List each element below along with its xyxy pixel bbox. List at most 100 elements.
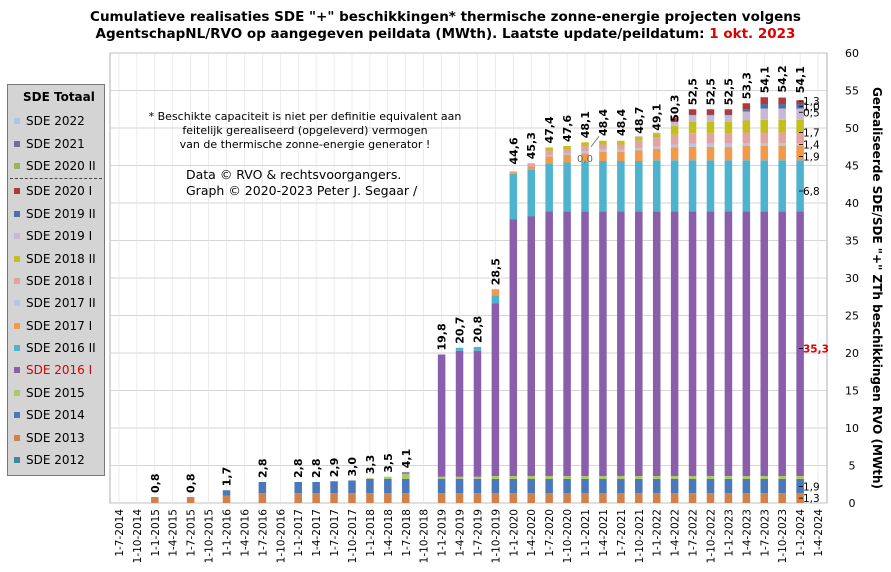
- segment-annotation-label: 35,3: [803, 344, 829, 356]
- bar-segment: [545, 156, 553, 164]
- bar-total-label: 1,7: [221, 467, 234, 487]
- x-tick-label: 1-4-2015: [168, 509, 180, 557]
- legend-item: SDE 2020 II: [8, 155, 104, 177]
- bar-segment: [401, 472, 410, 474]
- bar-segment: [760, 211, 769, 476]
- bar-segment: [473, 350, 482, 477]
- y-tick-label: 45: [845, 160, 859, 173]
- bar-segment: [509, 479, 518, 494]
- bar-total-label: 47,4: [543, 116, 556, 143]
- x-tick-label: 1-10-2022: [705, 509, 717, 563]
- legend-item: SDE 2014: [8, 404, 104, 426]
- bar-segment: [545, 150, 553, 155]
- bar-segment: [563, 155, 571, 163]
- x-tick-label: 1-10-2016: [275, 509, 287, 564]
- bar-segment: [222, 495, 231, 503]
- bar-total-label: 50,3: [669, 95, 682, 122]
- bar-segment: [778, 132, 786, 143]
- bar-segment: [670, 160, 679, 212]
- legend-item: SDE 2019 II: [8, 203, 104, 225]
- bar-segment: [491, 493, 500, 503]
- bar-segment: [617, 161, 625, 212]
- bar-segment: [706, 109, 715, 115]
- chart-title-line2-prefix: AgentschapNL/RVO op aangegeven peildata …: [95, 26, 705, 42]
- bar-segment: [455, 476, 464, 479]
- bar-segment: [635, 140, 643, 149]
- bar-segment: [581, 479, 589, 494]
- bar-segment: [473, 493, 482, 503]
- bar-segment: [527, 476, 536, 479]
- bar-segment: [796, 211, 804, 476]
- legend-label: SDE 2020 II: [26, 158, 96, 173]
- bar-segment: [527, 479, 536, 494]
- bar-segment: [688, 476, 697, 479]
- bar-segment: [366, 478, 374, 479]
- legend-item: SDE 2018 I: [8, 270, 104, 292]
- x-tick-label: 1-7-2016: [257, 509, 269, 557]
- bar-segment: [796, 146, 804, 161]
- bar-segment: [652, 476, 661, 479]
- legend-label: SDE 2022: [26, 114, 85, 129]
- bar-segment: [742, 103, 751, 110]
- bar-segment: [384, 479, 392, 494]
- bar-segment: [688, 211, 697, 476]
- bar-segment: [563, 493, 571, 503]
- x-tick-label: 1-10-2019: [490, 509, 502, 563]
- bar-total-label: 48,7: [633, 107, 646, 134]
- bar-segment: [760, 479, 769, 494]
- bar-segment: [778, 493, 786, 503]
- legend-swatch: [14, 457, 20, 464]
- bar-segment: [670, 147, 679, 161]
- legend-swatch: [14, 233, 20, 240]
- bar-segment: [151, 497, 159, 503]
- bar-segment: [796, 108, 804, 120]
- bar-segment: [688, 493, 697, 503]
- bar-segment: [652, 160, 661, 212]
- bar-segment: [688, 114, 697, 116]
- bar-segment: [635, 211, 643, 476]
- bar-segment: [724, 115, 733, 122]
- legend-item: SDE 2017 II: [8, 292, 104, 314]
- legend-swatch: [14, 188, 20, 195]
- y-tick-label: 5: [849, 460, 856, 473]
- legend-label: SDE 2017 I: [26, 318, 93, 333]
- bar-segment: [491, 289, 500, 296]
- bar-segment: [778, 211, 786, 476]
- bar-segment: [670, 144, 679, 148]
- y-tick-label: 25: [845, 310, 859, 323]
- bar-segment: [635, 148, 643, 151]
- bar-segment: [706, 493, 715, 503]
- inline-annotation-leader: [590, 136, 600, 147]
- bar-segment: [778, 108, 786, 120]
- bar-segment: [581, 493, 589, 503]
- bar-segment: [778, 97, 786, 98]
- bar-segment: [527, 167, 536, 170]
- legend-label: SDE 2013: [26, 430, 85, 445]
- x-tick-label: 1-7-2021: [616, 509, 628, 557]
- bar-segment: [617, 493, 625, 503]
- bar-segment: [670, 134, 679, 145]
- bar-segment: [437, 493, 446, 503]
- chart-title-line2: AgentschapNL/RVO op aangegeven peildata …: [0, 26, 891, 42]
- segment-annotation-label: 1,4: [803, 140, 820, 152]
- bar-segment: [724, 143, 733, 147]
- bar-segment: [652, 479, 661, 494]
- x-tick-label: 1-10-2021: [634, 509, 646, 563]
- bar-segment: [778, 476, 786, 479]
- bar-segment: [742, 120, 751, 133]
- disclaimer-note: * Beschikte capaciteit is niet per defin…: [140, 110, 470, 152]
- bar-segment: [670, 479, 679, 494]
- x-tick-label: 1-4-2016: [239, 509, 251, 557]
- y-tick-label: 55: [845, 85, 859, 98]
- bar-segment: [581, 142, 589, 146]
- bar-segment: [635, 161, 643, 212]
- bar-segment: [509, 493, 518, 503]
- x-tick-label: 1-4-2017: [311, 509, 323, 557]
- bar-segment: [455, 350, 464, 477]
- bar-segment: [527, 170, 536, 217]
- bar-segment: [778, 146, 786, 161]
- bar-segment: [401, 473, 410, 479]
- bar-segment: [294, 493, 302, 503]
- bar-segment: [724, 122, 733, 134]
